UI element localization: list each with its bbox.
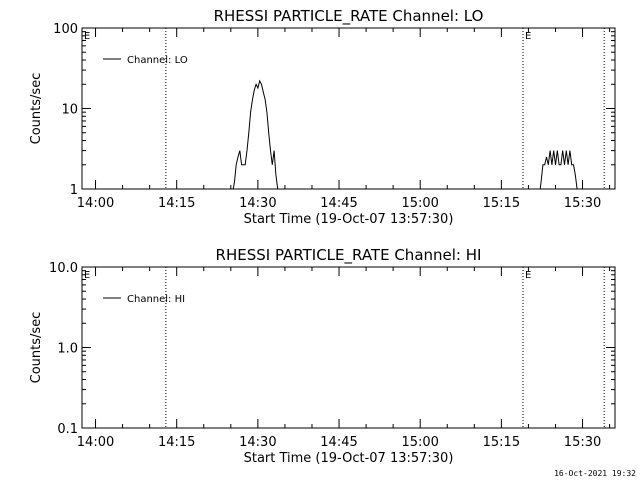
plot-title: RHESSI PARTICLE_RATE Channel: LO — [214, 7, 484, 26]
x-tick-label: 14:00 — [77, 196, 114, 211]
plot-panel-0: RHESSI PARTICLE_RATE Channel: LO 1 10 100 14… — [29, 7, 616, 227]
x-tick-label: 15:30 — [564, 435, 601, 450]
y-tick-label: 100 — [53, 22, 78, 37]
y-tick-label: 10 — [61, 103, 78, 118]
x-tick-label: 15:15 — [483, 196, 520, 211]
x-tick-label: 14:30 — [239, 196, 276, 211]
x-tick-label: 14:15 — [158, 435, 195, 450]
x-axis-label: Start Time (19-Oct-07 13:57:30) — [244, 451, 454, 466]
y-axis-label: Counts/sec — [29, 73, 44, 145]
y-axis-label: Counts/sec — [29, 312, 44, 384]
x-tick-label: 14:45 — [320, 196, 357, 211]
plot-frame — [81, 266, 616, 429]
series-line-segment — [225, 188, 226, 189]
legend-label: Channel: HI — [127, 294, 185, 305]
event-marker-label: E — [84, 270, 90, 281]
x-tick-label: 15:30 — [564, 196, 601, 211]
legend-label: Channel: LO — [127, 55, 188, 66]
plot-title: RHESSI PARTICLE_RATE Channel: HI — [216, 246, 482, 265]
x-tick-label: 15:00 — [401, 196, 438, 211]
y-tick-label: 1.0 — [57, 342, 78, 357]
x-tick-label: 15:00 — [401, 435, 438, 450]
plot-panel-1: RHESSI PARTICLE_RATE Channel: HI 0.1 1.0 10… — [29, 246, 616, 466]
series-line-segment — [539, 150, 578, 189]
y-tick-label: 10.0 — [49, 261, 78, 276]
y-tick-label: 0.1 — [57, 422, 78, 437]
plot-frame — [81, 27, 616, 190]
footer-timestamp: 16-Oct-2021 19:32 — [554, 469, 636, 478]
event-marker-label: E — [525, 31, 531, 42]
x-tick-label: 14:00 — [77, 435, 114, 450]
x-tick-label: 15:15 — [483, 435, 520, 450]
series-line-segment — [232, 79, 279, 189]
y-tick-label: 1 — [70, 183, 78, 198]
event-marker-label: E — [84, 31, 90, 42]
x-tick-label: 14:15 — [158, 196, 195, 211]
x-axis-label: Start Time (19-Oct-07 13:57:30) — [244, 212, 454, 227]
event-marker-label: E — [525, 270, 531, 281]
x-tick-label: 14:30 — [239, 435, 276, 450]
x-tick-label: 14:45 — [320, 435, 357, 450]
